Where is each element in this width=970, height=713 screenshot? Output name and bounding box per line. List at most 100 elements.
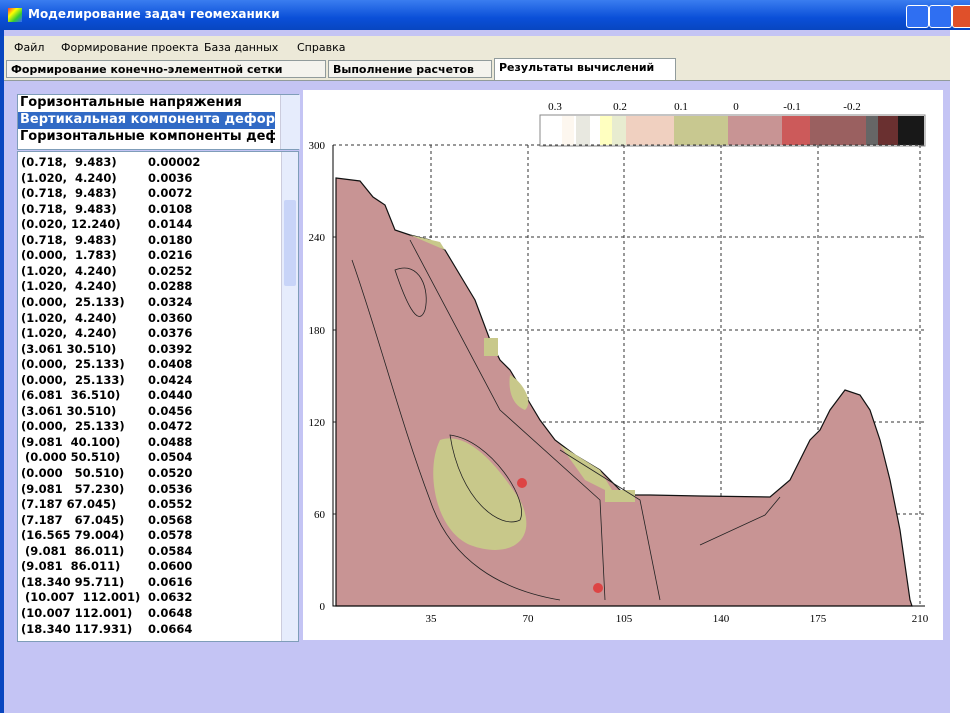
list-coord: (3.061 30.510) — [21, 342, 116, 356]
values-list[interactable]: (0.718, 9.483) 0.00002 (1.020, 4.240) 0.003… — [17, 151, 299, 642]
x-tick-label: 105 — [616, 613, 633, 625]
list-coord: (0.000 50.510) — [21, 450, 120, 464]
app-window: Моделирование задач геомеханики Файл Фор… — [0, 0, 970, 713]
list-option[interactable]: Горизонтальные напряжения — [18, 95, 275, 112]
list-value: 0.0664 — [148, 622, 192, 636]
scale-label: -0.1 — [783, 101, 800, 113]
list-value: 0.0504 — [148, 450, 192, 464]
list-coord: (1.020, 4.240) — [21, 264, 117, 278]
list-value: 0.0392 — [148, 342, 192, 356]
list-value: 0.0216 — [148, 248, 192, 262]
list-coord: (1.020, 4.240) — [21, 171, 117, 185]
color-scale — [540, 115, 925, 146]
list-value: 0.0568 — [148, 513, 192, 527]
list-value: 0.0288 — [148, 279, 192, 293]
contour-spot — [517, 478, 527, 488]
list-coord: (7.187 67.045) — [21, 497, 116, 511]
x-tick-label: 210 — [912, 613, 929, 625]
list-value: 0.0180 — [148, 233, 192, 247]
list-coord: (9.081 86.011) — [21, 559, 120, 573]
list-coord: (0.000, 25.133) — [21, 373, 125, 387]
tab[interactable]: Формирование конечно-элементной сетки — [6, 60, 326, 78]
list-value: 0.0520 — [148, 466, 192, 480]
list-value: 0.0578 — [148, 528, 192, 542]
list-coord: (0.000, 25.133) — [21, 419, 125, 433]
scale-label: 0 — [733, 101, 739, 113]
contour-spot — [593, 583, 603, 593]
app-icon — [8, 8, 22, 22]
list-option[interactable]: Горизонтальные компоненты деф — [18, 129, 275, 146]
list-value: 0.0324 — [148, 295, 192, 309]
list-coord: (18.340 117.931) — [21, 622, 132, 636]
title-bar: Моделирование задач геомеханики — [0, 0, 970, 30]
list-value: 0.0616 — [148, 575, 192, 589]
list-coord: (18.340 95.711) — [21, 575, 124, 589]
list-value: 0.0536 — [148, 482, 192, 496]
list-coord: (9.081 57.230) — [21, 482, 124, 496]
scrollbar[interactable] — [281, 152, 299, 641]
list-coord: (0.718, 9.483) — [21, 233, 117, 247]
minimize-button[interactable] — [906, 5, 929, 28]
menu-item[interactable]: Справка — [297, 41, 345, 54]
list-value: 0.0360 — [148, 311, 192, 325]
list-value: 0.0600 — [148, 559, 192, 573]
x-tick-label: 70 — [523, 613, 535, 625]
close-button[interactable] — [952, 5, 970, 28]
list-option-selected[interactable]: Вертикальная компонента дефор — [18, 112, 275, 129]
y-tick-label: 180 — [309, 325, 326, 337]
list-coord: (7.187 67.045) — [21, 513, 124, 527]
y-tick-label: 240 — [309, 232, 326, 244]
list-value: 0.0584 — [148, 544, 192, 558]
window-title: Моделирование задач геомеханики — [28, 7, 280, 21]
list-coord: (0.718, 9.483) — [21, 155, 117, 169]
list-value: 0.0108 — [148, 202, 192, 216]
list-coord: (10.007 112.001) — [21, 606, 132, 620]
scrollbar[interactable] — [280, 95, 300, 149]
scale-label: 0.2 — [613, 101, 627, 113]
y-tick-label: 300 — [309, 140, 326, 152]
list-coord: (1.020, 4.240) — [21, 279, 117, 293]
list-coord: (9.081 86.011) — [21, 544, 124, 558]
tab[interactable]: Выполнение расчетов — [328, 60, 492, 78]
menu-item[interactable]: База данных — [204, 41, 278, 54]
y-tick-label: 0 — [320, 601, 326, 613]
window-border — [0, 30, 4, 713]
list-coord: (0.000, 25.133) — [21, 295, 125, 309]
menu-item[interactable]: Файл — [14, 41, 44, 54]
list-value: 0.0488 — [148, 435, 192, 449]
list-value: 0.0424 — [148, 373, 192, 387]
list-value: 0.0408 — [148, 357, 192, 371]
list-value: 0.0648 — [148, 606, 192, 620]
list-value: 0.0376 — [148, 326, 192, 340]
list-coord: (9.081 40.100) — [21, 435, 120, 449]
menu-item[interactable]: Формирование проекта — [61, 41, 199, 54]
result-type-list[interactable]: Горизонтальные напряжения Вертикальная к… — [17, 94, 299, 150]
list-coord: (6.081 36.510) — [21, 388, 120, 402]
list-value: 0.0472 — [148, 419, 192, 433]
list-coord: (1.020, 4.240) — [21, 326, 117, 340]
list-value: 0.0036 — [148, 171, 192, 185]
x-tick-label: 175 — [810, 613, 827, 625]
scroll-thumb[interactable] — [284, 200, 296, 286]
scale-label: 0.1 — [674, 101, 688, 113]
list-value: 0.0252 — [148, 264, 192, 278]
x-tick-label: 35 — [426, 613, 438, 625]
list-coord: (0.020, 12.240) — [21, 217, 121, 231]
list-coord: (16.565 79.004) — [21, 528, 124, 542]
list-value: 0.0072 — [148, 186, 192, 200]
maximize-button[interactable] — [929, 5, 952, 28]
menu-bar: Файл Формирование проекта База данных Сп… — [4, 36, 954, 58]
list-coord: (0.718, 9.483) — [21, 202, 117, 216]
list-value: 0.0440 — [148, 388, 192, 402]
list-coord: (0.718, 9.483) — [21, 186, 117, 200]
list-value: 0.0144 — [148, 217, 192, 231]
list-coord: (3.061 30.510) — [21, 404, 116, 418]
list-value: 0.0632 — [148, 590, 192, 604]
list-coord: (0.000, 1.783) — [21, 248, 117, 262]
list-value: 0.00002 — [148, 155, 200, 169]
list-coord: (10.007 112.001) — [21, 590, 140, 604]
tab-active[interactable]: Результаты вычислений — [494, 58, 676, 80]
list-value: 0.0552 — [148, 497, 192, 511]
